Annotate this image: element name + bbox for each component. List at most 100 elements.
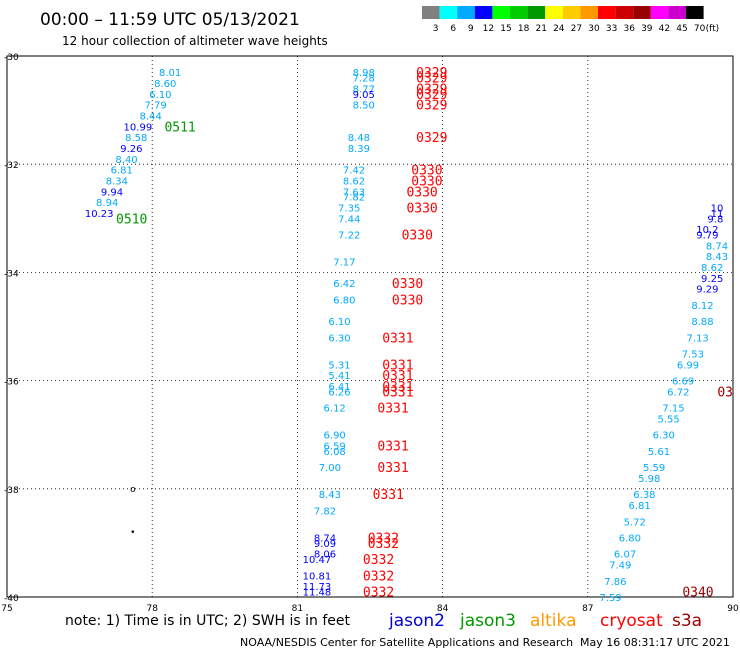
wave-height-point: 11	[711, 209, 724, 220]
wave-height-point: 6.30	[653, 431, 675, 442]
pass-time-label: 0331	[382, 385, 413, 400]
y-tick-label: -38	[4, 486, 19, 496]
x-tick-label: 81	[292, 604, 303, 614]
colorbar-label: 24	[553, 24, 565, 34]
wave-height-point: 10.47	[303, 555, 332, 566]
wave-height-point: 5.41	[328, 371, 350, 382]
wave-height-point: 8.40	[115, 155, 137, 166]
colorbar-swatch	[598, 6, 616, 19]
axis-ticks: 75 78 81 84 87 90 -30 -32 -34 -36 -38 -40	[1, 53, 739, 614]
wave-height-point: 7.63	[343, 187, 365, 198]
colorbar-label: 18	[518, 24, 530, 34]
position-marker: •	[130, 528, 135, 538]
wave-height-point: 8.88	[691, 317, 713, 328]
colorbar-swatch	[668, 6, 686, 19]
pass-time-label: 0330	[402, 229, 433, 244]
y-tick-label: -36	[4, 378, 19, 388]
wave-height-point: 5.55	[657, 414, 679, 425]
wave-height-point: 6.26	[328, 387, 350, 398]
wave-height-point: 8.39	[348, 144, 370, 155]
pass-time-label: 0329	[416, 66, 447, 81]
pass-time-label: 0332	[363, 553, 394, 568]
colorbar-label: 9	[468, 24, 474, 34]
colorbar-label: 12	[483, 24, 494, 34]
pass-time-label: 0510	[116, 212, 147, 227]
wave-height-point: 10.23	[85, 209, 114, 220]
wave-height-point: 7.82	[343, 193, 365, 204]
wave-height-point: 6.80	[333, 295, 355, 306]
wave-height-point: 8.34	[106, 176, 128, 187]
wave-height-point: 5.72	[624, 517, 646, 528]
footer-timestamp: May 16 08:31:17 UTC 2021	[580, 636, 730, 649]
pass-time-label: 0340	[682, 586, 713, 601]
wave-height-point: 6.10	[328, 317, 350, 328]
colorbar-label: 6	[450, 24, 456, 34]
wave-height-point: 6.10	[149, 90, 171, 101]
wave-height-point: 6.07	[614, 550, 636, 561]
wave-height-point: 5.61	[648, 447, 670, 458]
colorbar-label: 36	[623, 24, 635, 34]
data-points: 8.018.606.107.798.4410.998.589.268.406.8…	[85, 66, 733, 604]
wave-height-point: 6.69	[672, 377, 694, 388]
wave-height-point: 10.99	[124, 122, 153, 133]
wave-height-point: 7.17	[333, 258, 355, 269]
wave-height-point: 7.49	[609, 561, 631, 572]
position-marker: o	[130, 485, 136, 495]
legend-cryosat: cryosat	[600, 611, 663, 631]
wave-height-point: 6.90	[324, 431, 346, 442]
pass-time-label: 0332	[363, 569, 394, 584]
wave-height-point: 5.98	[638, 474, 660, 485]
chart-title: 00:00 – 11:59 UTC 05/13/2021	[40, 10, 300, 30]
wave-height-point: 7.13	[687, 333, 709, 344]
pass-time-label: 0329	[416, 82, 447, 97]
x-tick-label: 75	[1, 604, 12, 614]
colorbar-label: 70	[694, 24, 706, 34]
wave-height-point: 7.35	[338, 203, 360, 214]
wave-height-point: 8.44	[140, 112, 162, 123]
colorbar-swatch	[545, 6, 563, 19]
legend-s3a: s3a	[672, 611, 702, 631]
y-tick-label: -40	[4, 594, 19, 604]
legend-jason2: jason2	[388, 611, 445, 631]
wave-height-point: 8.48	[348, 133, 370, 144]
colorbar-swatch	[474, 6, 493, 19]
wave-height-point: 6.08	[324, 447, 346, 458]
pass-time-label: 0330	[406, 201, 437, 216]
wave-height-point: 8.74	[706, 241, 728, 252]
wave-height-point: 6.59	[324, 442, 346, 453]
footer-credit: NOAA/NESDIS Center for Satellite Applica…	[240, 636, 573, 649]
colorbar-label: 39	[641, 24, 653, 34]
wave-height-point: 7.82	[314, 506, 336, 517]
wave-height-point: 6.81	[111, 166, 133, 177]
colorbar-label: 30	[588, 24, 600, 34]
x-tick-label: 87	[582, 604, 593, 614]
wave-height-point: 9.8	[707, 214, 723, 225]
colorbar-unit: (ft)	[706, 24, 720, 34]
wave-height-point: 7.00	[319, 463, 341, 474]
wave-height-point: 8.06	[314, 550, 336, 561]
colorbar-swatch	[492, 6, 510, 19]
wave-height-point: 8.98	[353, 68, 375, 79]
y-tick-label: -34	[4, 269, 19, 279]
colorbar-swatch	[562, 6, 581, 19]
pass-time-label: 0332	[368, 531, 399, 546]
pass-time-label: 0331	[382, 369, 413, 384]
wave-height-point: 10.2	[696, 225, 718, 236]
pass-time-label: 0331	[377, 440, 408, 455]
wave-height-point: 7.22	[338, 231, 360, 242]
colorbar-label: 33	[606, 24, 617, 34]
wave-height-point: 7.44	[338, 214, 360, 225]
wave-height-point: 5.31	[328, 360, 350, 371]
pass-time-label: 0330	[411, 164, 442, 179]
wave-height-point: 8.74	[314, 533, 336, 544]
colorbar-swatch	[615, 6, 634, 19]
pass-time-label: 0331	[377, 461, 408, 476]
y-tick-label: -30	[4, 53, 19, 63]
wave-height-point: 7.42	[343, 166, 365, 177]
wave-height-point: 7.15	[662, 404, 684, 415]
wave-height-point: 8.50	[353, 101, 375, 112]
x-tick-label: 84	[437, 604, 449, 614]
wave-height-point: 8.12	[691, 301, 713, 312]
pass-time-label: 0331	[382, 358, 413, 373]
